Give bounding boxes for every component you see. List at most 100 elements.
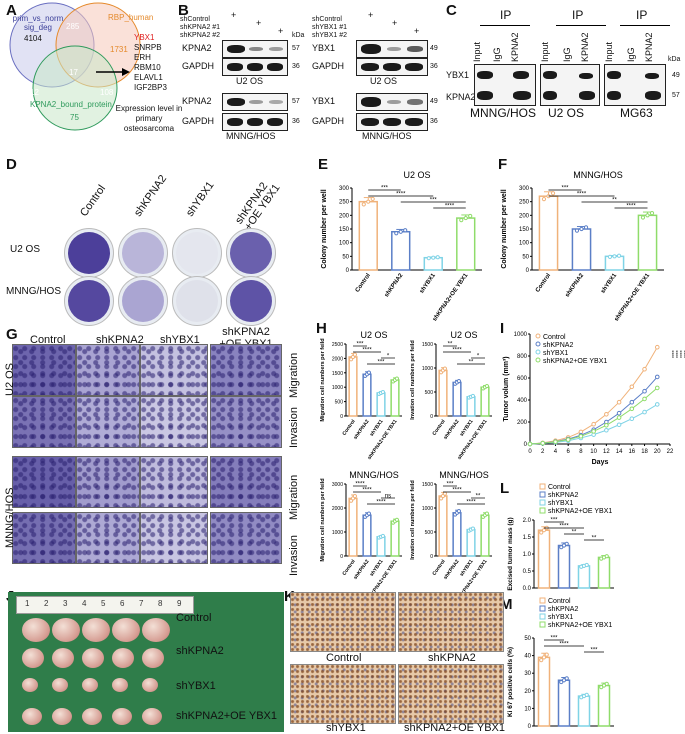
significance-label: ****: [680, 350, 685, 358]
y-tick-label: 500: [335, 400, 344, 406]
dish-u2-control: [64, 228, 114, 278]
data-point: [591, 421, 596, 427]
data-point: [584, 562, 589, 568]
tumor-photo: 1 2 3 4 5 6 7 8 9: [8, 592, 284, 732]
c-igg-1: IgG: [492, 47, 502, 62]
x-tick-label: 10: [590, 449, 597, 455]
b-label-shkpna2-1: shKPNA2 #1: [180, 24, 221, 31]
k-label-shkpna2: shKPNA2: [428, 652, 476, 664]
tumor: [22, 708, 42, 725]
legend-label: shYBX1: [548, 500, 573, 507]
venn-expression-note: Expression level in primary osteosarcoma: [115, 104, 183, 133]
data-point: [426, 256, 431, 261]
data-point: [629, 399, 635, 405]
significance-label: *: [477, 354, 480, 360]
b-k57-a: 57: [292, 45, 300, 52]
ihc-oe: [398, 664, 504, 724]
tumor: [112, 678, 128, 692]
dish-u2-shybx1: [172, 228, 222, 278]
c-kpna2-2: KPNA2: [580, 32, 590, 62]
ruler-number: 4: [82, 599, 87, 608]
legend-label: Control: [548, 484, 571, 491]
significance-label: ****: [466, 500, 476, 506]
data-point: [442, 491, 448, 496]
data-point: [361, 202, 366, 207]
tumor: [82, 678, 98, 692]
b-k49-b: 49: [430, 98, 438, 105]
legend-label: shKPNA2+OE YBX1: [548, 622, 612, 629]
panel-label-l: L: [500, 480, 510, 497]
transwell-micrograph: [140, 396, 208, 448]
c-kpna2-label: KPNA2: [446, 92, 476, 102]
data-point: [470, 526, 476, 531]
data-point: [553, 439, 558, 445]
significance-label: **: [572, 530, 577, 536]
data-point: [645, 213, 650, 218]
venn-set1-label: prim_vs_norm sig_deg: [12, 14, 64, 32]
tumor: [82, 708, 102, 725]
panel-label-b: B: [178, 2, 189, 19]
bar: [456, 217, 476, 271]
data-point: [629, 384, 635, 390]
y-tick-label: 50: [524, 636, 531, 642]
transwell-micrograph: [210, 512, 282, 564]
x-tick-label: 8: [579, 449, 583, 455]
data-point: [616, 422, 622, 428]
g-assay-migration-2: Migration: [288, 474, 300, 520]
data-point: [366, 370, 372, 375]
x-tick-label: 22: [667, 449, 674, 455]
data-point: [654, 385, 660, 391]
data-point: [654, 402, 660, 407]
chart-h-migration-u2os: 05001000150020002500ControlshKPNA2shYBX1…: [320, 330, 402, 461]
bar: [438, 495, 448, 557]
panel-label-e: E: [318, 156, 329, 173]
significance-label: ****: [396, 192, 406, 198]
bar: [348, 356, 358, 417]
y-tick-label: 300: [339, 186, 350, 192]
ihc-shkpna2: [398, 592, 504, 652]
b-label-shybx1-1: shYBX1 #1: [312, 24, 348, 31]
data-point: [541, 528, 547, 533]
data-point: [394, 231, 399, 236]
b-plus-6: +: [414, 26, 420, 36]
venn-set3-label: KPNA2_bound_protein: [30, 100, 112, 109]
x-tick-label: shKPNA2+OE YBX1: [614, 272, 652, 322]
y-tick-label: 150: [519, 227, 530, 233]
legend-marker: [535, 357, 541, 363]
c-ybx1-label: YBX1: [446, 70, 470, 80]
legend-swatch: [539, 483, 546, 490]
b-k36-c: 36: [430, 63, 438, 70]
b-plus-4: +: [368, 10, 374, 20]
j-row-shybx1: shYBX1: [176, 680, 216, 692]
x-tick-label: 14: [616, 449, 623, 455]
data-point: [484, 383, 490, 389]
y-tick-label: 10: [524, 706, 531, 712]
g-col-shkpna2: shKPNA2: [96, 334, 144, 346]
transwell-micrograph: [76, 396, 140, 448]
y-tick-label: 3000: [332, 482, 343, 488]
panel-label-g: G: [6, 326, 18, 343]
chart-title: U2 OS: [403, 170, 430, 180]
bar: [480, 514, 490, 557]
y-tick-label: 0: [524, 442, 528, 448]
b-label-shybx1-2: shYBX1 #2: [312, 32, 348, 39]
c-kpna2-3: KPNA2: [644, 32, 654, 62]
b-blot-kpna2-mn: [222, 93, 288, 111]
gene-elavl1: ELAVL1: [134, 73, 163, 82]
bar: [466, 396, 476, 417]
b-plus-1: +: [231, 10, 237, 20]
chart-title: U2 OS: [360, 330, 387, 340]
x-tick-label: shKPNA2: [565, 272, 586, 298]
y-tick-label: 0: [526, 268, 530, 274]
chart-f-colony-mnng: 0 50 100 150 200 250 300 Control shKPNA2 shYBX1sh…: [501, 170, 664, 323]
significance-label: ****: [559, 642, 569, 648]
data-point: [604, 427, 609, 433]
bar: [348, 497, 358, 557]
tumor: [52, 678, 68, 692]
chart-title: MNNG/HOS: [349, 470, 399, 480]
b-blot-ybx1-mn: [356, 93, 428, 111]
transwell-micrograph: [210, 396, 282, 448]
legend-label: Control: [548, 598, 571, 605]
significance-label: ****: [676, 350, 682, 358]
